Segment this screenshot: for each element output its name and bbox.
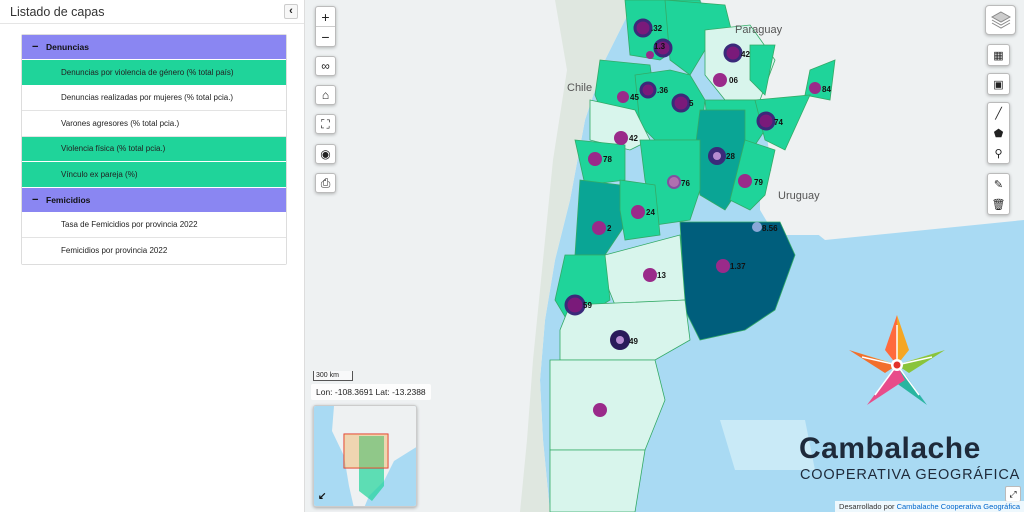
group-label: Denuncias	[46, 42, 89, 52]
bubble-value-label: 79	[754, 178, 763, 187]
layer-panel: Listado de capas ‹ − Denuncias Denuncias …	[0, 0, 305, 512]
bubble-value-label: 24	[646, 208, 655, 217]
scale-bar: 300 km	[313, 371, 353, 381]
bubble-value-label: 8.56	[762, 224, 778, 233]
collapse-group-icon: −	[32, 41, 39, 53]
province-entre-rios	[729, 139, 776, 211]
bubble-value-label: 13	[657, 271, 666, 280]
andes-strip	[520, 0, 635, 512]
province-catamarca	[589, 99, 651, 151]
logo-subtitle: COOPERATIVA GEOGRÁFICA	[800, 467, 1021, 483]
cambalache-logo-mark	[849, 315, 945, 405]
bubble-value-label: 06	[729, 76, 738, 85]
layer-label: Violencia física (% total pcia.)	[61, 144, 166, 154]
minimap-canvas	[314, 406, 416, 506]
country-label-uruguay: Uruguay	[778, 190, 820, 202]
province-santiago	[634, 69, 706, 141]
bubble-value-label: 49	[629, 337, 638, 346]
bubble-value-label: .36	[657, 86, 669, 95]
bubble-value-label: .32	[651, 24, 663, 33]
bubble-value-label: 28	[726, 152, 735, 161]
expand-icon[interactable]: ⤢	[1005, 486, 1021, 502]
bubble-value-label: 1.3	[654, 42, 666, 51]
layer-label: Denuncias por violencia de género (% tot…	[61, 67, 234, 77]
bubble-value-label: 5	[689, 99, 694, 108]
coordinate-readout: Lon: -108.3691 Lat: -13.2388	[311, 384, 431, 400]
bubbles	[564, 18, 821, 417]
collapse-panel-button[interactable]: ‹	[284, 4, 298, 19]
bubble-value-label: 42	[741, 50, 750, 59]
layer-panel-header: Listado de capas ‹	[0, 0, 304, 24]
collapse-group-icon: −	[32, 193, 39, 206]
bubble-value-label: 59	[583, 301, 592, 310]
draw-tools: ╱ ⬟ ⚲	[987, 102, 1010, 164]
bubble-value-label: 1.37	[730, 262, 746, 271]
layer-item[interactable]: Vínculo ex pareja (%)	[22, 162, 286, 188]
fullscreen-icon[interactable]: ⛶	[315, 114, 336, 134]
bubble-value-label: 76	[681, 179, 690, 188]
layer-label: Tasa de Femicidios por provincia 2022	[61, 220, 198, 230]
logo-title: Cambalache	[799, 432, 981, 465]
layer-label: Femicidios por provincia 2022	[61, 246, 168, 256]
layers-switcher-icon[interactable]	[985, 5, 1016, 35]
layer-item[interactable]: Violencia física (% total pcia.)	[22, 136, 286, 162]
province-la-pampa	[604, 234, 686, 306]
marker-icon[interactable]: ⚲	[994, 147, 1003, 160]
bubble-value-label: 74	[774, 118, 783, 127]
country-label-paraguay: Paraguay	[735, 24, 783, 36]
uruguay-land	[760, 170, 850, 235]
edit-tools: ✎ 🗑	[987, 173, 1010, 215]
layer-list: − Denuncias Denuncias por violencia de gé…	[21, 34, 287, 265]
group-denuncias[interactable]: − Denuncias	[22, 35, 286, 60]
layer-label: Varones agresores (% total pcia.)	[61, 118, 180, 128]
country-label-chile: Chile	[567, 82, 593, 94]
square-icon[interactable]: ▣	[993, 78, 1004, 91]
layer-item[interactable]: Denuncias por violencia de género (% tot…	[22, 60, 286, 86]
table-icon[interactable]: ▦	[993, 49, 1004, 62]
bubble-values: .32 1.3 42 06 84 .36 45 5 74 42 78 28 76 79 24 2 8.56 1.3…	[583, 24, 831, 346]
print-icon[interactable]: ⎙	[315, 173, 336, 193]
layer-panel-title: Listado de capas	[10, 4, 105, 19]
layer-item[interactable]: Tasa de Femicidios por provincia 2022	[22, 212, 286, 238]
zoom-out-button[interactable]: −	[321, 29, 330, 45]
overview-minimap[interactable]: ↙	[313, 405, 417, 507]
globe-icon[interactable]: ◉	[315, 144, 336, 164]
home-icon[interactable]: ⌂	[315, 85, 336, 105]
group-femicidios[interactable]: − Femicidios	[22, 187, 286, 213]
layer-label: Denuncias realizadas por mujeres (% tota…	[61, 93, 234, 103]
edit-icon[interactable]: ✎	[993, 178, 1004, 191]
group-label: Femicidios	[46, 194, 91, 205]
map-view[interactable]: .32 1.3 42 06 84 .36 45 5 74 42 78 28 76 79 24 2 8.56 1.3…	[305, 0, 1024, 512]
layer-label: Vínculo ex pareja (%)	[61, 169, 138, 179]
province-santa-cruz	[549, 449, 646, 512]
trash-icon[interactable]: 🗑	[991, 198, 1006, 211]
bubble-value-label: 2	[607, 224, 612, 233]
layer-item[interactable]: Femicidios por provincia 2022	[22, 238, 286, 264]
line-icon[interactable]: ╱	[995, 107, 1002, 120]
zoom-in-button[interactable]: +	[316, 7, 335, 27]
layer-item[interactable]: Denuncias realizadas por mujeres (% tota…	[22, 85, 286, 111]
overview-tool: ▣	[987, 73, 1010, 95]
bubble-value-label: 45	[630, 93, 639, 102]
attribution: Desarrollado por Cambalache Cooperativa …	[835, 501, 1024, 512]
bubble-value-label: 84	[822, 85, 831, 94]
province-chubut	[549, 359, 666, 451]
table-tool: ▦	[987, 44, 1010, 66]
shelf-patch	[720, 420, 815, 470]
zoom-control: + −	[315, 6, 336, 47]
province-misiones-n	[749, 44, 776, 96]
bubble-value-label: 78	[603, 155, 612, 164]
attribution-prefix: Desarrollado por	[839, 502, 895, 511]
minimap-toggle-icon[interactable]: ↙	[318, 491, 327, 502]
province-san-juan	[574, 179, 626, 256]
layer-item[interactable]: Varones agresores (% total pcia.)	[22, 111, 286, 137]
link-icon[interactable]: ∞	[315, 56, 336, 76]
province-buenos-aires	[679, 221, 796, 341]
bubble-value-label: 42	[629, 134, 638, 143]
polygon-icon[interactable]: ⬟	[993, 127, 1004, 140]
attribution-link[interactable]: Cambalache Cooperativa Geográfica	[896, 502, 1020, 511]
